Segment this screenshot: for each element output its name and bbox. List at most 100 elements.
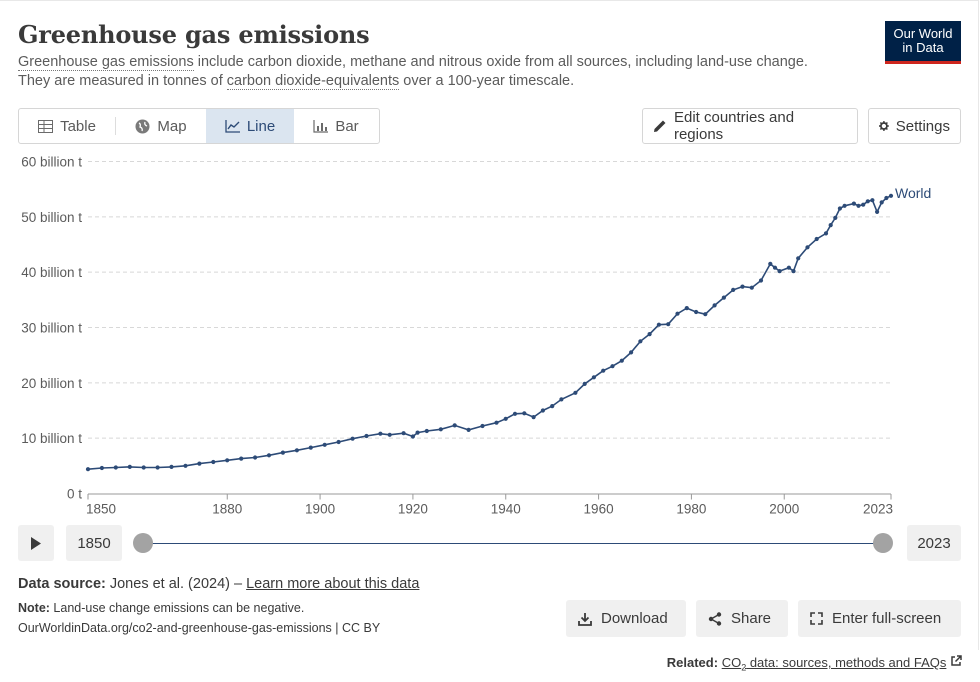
- owid-logo[interactable]: Our World in Data: [885, 21, 961, 64]
- data-point: [731, 287, 736, 292]
- series-label-world: World: [895, 185, 931, 201]
- data-point: [842, 203, 847, 208]
- data-point: [239, 456, 244, 461]
- data-point: [415, 430, 420, 435]
- data-point: [610, 364, 615, 369]
- tab-table[interactable]: Table: [19, 109, 115, 143]
- data-point: [740, 284, 745, 289]
- x-tick-label: 2000: [769, 502, 799, 517]
- start-year-box[interactable]: 1850: [66, 525, 122, 561]
- chart-frame: [0, 0, 979, 650]
- x-tick-label: 1980: [676, 502, 706, 517]
- line-chart-icon: [225, 119, 240, 133]
- download-icon: [578, 612, 592, 626]
- data-point: [861, 202, 866, 207]
- data-point: [280, 450, 285, 455]
- data-point: [638, 339, 643, 344]
- play-button[interactable]: [18, 525, 54, 561]
- data-point: [466, 427, 471, 432]
- data-point: [796, 256, 801, 261]
- logo-line-1: Our World: [893, 26, 953, 41]
- end-year-box[interactable]: 2023: [907, 525, 961, 561]
- y-tick-label: 60 billion t: [21, 155, 82, 170]
- data-point: [591, 375, 597, 380]
- related-link-row: Related: CO2 data: sources, methods and …: [667, 655, 962, 673]
- related-link-sub: 2: [741, 662, 747, 673]
- settings-button[interactable]: Settings: [868, 108, 961, 144]
- fullscreen-button[interactable]: Enter full-screen: [798, 600, 961, 637]
- bar-chart-icon: [313, 119, 329, 133]
- data-point: [888, 193, 894, 198]
- y-tick-label: 50 billion t: [21, 210, 82, 225]
- data-point: [401, 431, 406, 436]
- data-point: [629, 350, 634, 355]
- data-point: [823, 231, 829, 236]
- play-icon: [31, 536, 41, 550]
- data-point: [512, 411, 518, 416]
- ghg-definition-link[interactable]: Greenhouse gas emissions: [18, 54, 194, 71]
- data-point: [197, 461, 202, 466]
- data-point: [378, 431, 383, 436]
- learn-more-link[interactable]: Learn more about this data: [246, 576, 420, 592]
- data-source-label: Data source:: [18, 576, 106, 592]
- data-point: [350, 436, 355, 441]
- data-point: [879, 200, 884, 205]
- x-tick-label: 1940: [491, 502, 521, 517]
- data-point: [805, 245, 810, 250]
- note-text: Land-use change emissions can be negativ…: [49, 601, 305, 615]
- data-point: [828, 223, 833, 228]
- timeline-track[interactable]: [143, 543, 883, 544]
- download-label: Download: [601, 610, 668, 627]
- external-link-icon: [951, 655, 962, 666]
- x-tick-label: 1880: [212, 502, 242, 517]
- data-point: [749, 285, 754, 290]
- data-point: [540, 408, 546, 413]
- subtitle-text-2b: over a 100-year timescale.: [399, 73, 575, 89]
- data-point: [582, 381, 587, 386]
- data-point: [424, 428, 429, 434]
- data-point: [294, 448, 299, 453]
- data-point: [322, 442, 327, 447]
- x-tick-label: 1850: [86, 502, 116, 517]
- related-link-a: CO: [721, 655, 742, 670]
- source-url[interactable]: OurWorldinData.org/co2-and-greenhouse-ga…: [18, 621, 381, 635]
- edit-countries-button[interactable]: Edit countries and regions: [642, 108, 858, 144]
- data-source-text: Jones et al. (2024) –: [105, 576, 247, 592]
- data-point: [768, 261, 773, 266]
- data-point: [99, 465, 104, 471]
- settings-label: Settings: [895, 117, 950, 135]
- data-point: [480, 423, 485, 429]
- x-tick-label: 1960: [584, 502, 614, 517]
- data-point: [884, 195, 889, 201]
- tab-bar[interactable]: Bar: [294, 109, 378, 143]
- tab-map-label: Map: [157, 117, 187, 135]
- co2eq-definition-link[interactable]: carbon dioxide-equivalents: [226, 73, 400, 90]
- data-point: [712, 303, 717, 308]
- data-point: [141, 465, 146, 470]
- tab-map[interactable]: Map: [116, 109, 206, 143]
- data-point: [856, 203, 861, 208]
- related-faq-link[interactable]: CO2 data: sources, methods and FAQs: [721, 655, 947, 673]
- series-line-world: [87, 195, 892, 470]
- share-button[interactable]: Share: [696, 600, 788, 637]
- note-label: Note:: [18, 601, 50, 615]
- data-point: [438, 427, 443, 432]
- page-title: Greenhouse gas emissions: [18, 20, 370, 49]
- data-point: [364, 433, 369, 439]
- subtitle-text-1: include carbon dioxide, methane and nitr…: [193, 54, 808, 70]
- gear-icon: [879, 121, 889, 131]
- share-icon: [708, 611, 722, 626]
- y-tick-label: 40 billion t: [21, 265, 82, 280]
- chart-note: Note: Land-use change emissions can be n…: [18, 601, 304, 615]
- data-point: [573, 390, 578, 395]
- related-label: Related:: [666, 655, 719, 670]
- y-tick-label: 30 billion t: [21, 321, 82, 336]
- download-button[interactable]: Download: [566, 600, 686, 637]
- end-year-handle[interactable]: [873, 533, 893, 553]
- tab-line[interactable]: Line: [206, 109, 294, 143]
- chart-type-tabs: Table Map Line Bar: [18, 108, 380, 144]
- start-year-handle[interactable]: [133, 533, 153, 553]
- y-tick-label: 0 t: [67, 487, 82, 502]
- data-point: [211, 459, 216, 465]
- y-tick-label: 20 billion t: [21, 376, 82, 391]
